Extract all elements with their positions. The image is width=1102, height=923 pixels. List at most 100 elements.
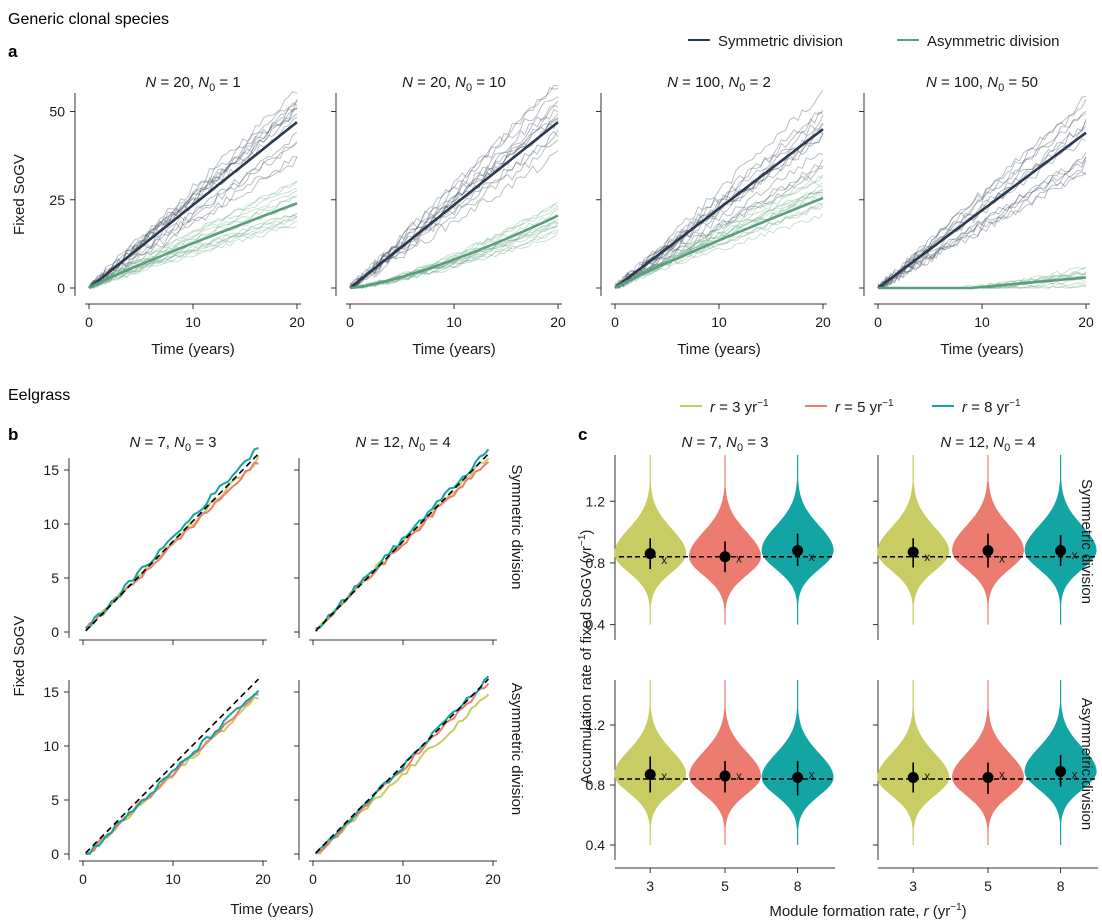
panel-a-0-asym-mean [88,202,298,290]
panel-c-xlabel: Module formation rate, r (yr−1) [769,902,966,920]
panel-a-3-sym-rep-0 [877,156,1087,289]
panel-c-yticklabel-2-0: 0.4 [586,837,606,853]
panel-a-yticklabel-0: 0 [57,280,65,296]
panel-a-3-sym-rep-10 [877,171,1087,289]
panel-b-1-reference [315,453,490,632]
panel-a-3-sym-rep-9 [877,99,1087,289]
panel-a-3-sym-rep-5 [877,172,1087,288]
panel-a-xlabel-2: Time (years) [677,341,761,358]
panel-b-xticklabel-3-10: 10 [395,871,411,887]
panel-b-xticklabel-3-0: 0 [309,871,317,887]
panel-a-xticklabel-0-20: 20 [289,314,305,330]
panel-c-yticklabel-0-2: 1.2 [586,493,606,509]
panel-a-0-sym-rep-5 [88,100,298,289]
panel-a-0-sym-rep-0 [88,108,298,289]
panel-a-1-sym-rep-2 [349,117,559,289]
panel-a-1-sym-mean [349,121,559,290]
panel-a-1-sym-rep-13 [350,150,559,289]
panel-a-1-sym-rep-5 [349,105,559,286]
panel-a-3-sym-rep-2 [877,156,1087,289]
panel-a-xticklabel-2-20: 20 [815,314,831,330]
panel-c-yticklabel-0-1: 0.8 [586,555,606,571]
panel-a-2-sym-rep-11 [614,114,824,289]
panel-c-yticklabel-0-0: 0.4 [586,617,606,633]
panel-a-xticklabel-3-10: 10 [974,314,990,330]
panel-b-3-reference [315,678,490,854]
legend-a-label-0: Symmetric division [718,33,843,50]
panel-a-2-asym-rep-9 [614,185,824,289]
panel-a-1-asym-mean [349,214,559,290]
panel-a-3-sym-rep-13 [877,95,1087,287]
panel-a-2-asym-rep-11 [614,174,824,289]
panel-a-1-asym-rep-3 [349,233,559,289]
panel-c-1-mean-5 [982,545,994,557]
panel-a-0-asym-rep-12 [88,190,298,289]
panel-a-2-asym-rep-10 [614,175,824,289]
panel-c-xticklabel-2-1: 5 [721,878,729,894]
panel-b-1-r8-line [315,448,490,630]
panel-a-xticklabel-0-0: 0 [85,314,93,330]
panel-a-xticklabel-3-0: 0 [874,314,882,330]
panel-a-0-asym-rep-5 [88,196,298,288]
panel-a-title-1: N = 20, N0 = 10 [402,74,506,94]
panel-a-xlabel-0: Time (years) [151,341,235,358]
panel-label-a: a [8,42,18,61]
panel-c-1-cross-3: x [924,550,930,564]
panel-c-title-0: N = 7, N0 = 3 [681,434,768,454]
panel-a-1-sym-rep-9 [349,84,559,289]
panel-a-2-asym-rep-3 [614,202,824,287]
panel-c-2-cross-3: x [661,769,667,783]
panel-a-2-sym-rep-3 [614,165,824,289]
panel-c-0-mean-8 [792,545,804,557]
panel-a-3-sym-rep-3 [877,125,1087,289]
panel-b-ylabel: Fixed SoGV [11,616,28,697]
panel-a-yticklabel-25: 25 [49,192,65,208]
panel-c-3-cross-8: x [1072,768,1078,782]
panel-c-2-mean-8 [792,772,804,783]
panel-c-3-cross-3: x [924,769,930,783]
panel-b-rowlabel-1: Asymmetric division [508,683,525,816]
panel-c-1-mean-3 [907,546,919,558]
panel-a-0-sym-mean [88,121,298,290]
panel-c-xticklabel-2-0: 3 [646,878,654,894]
panel-a-3-sym-rep-6 [878,152,1087,289]
panel-c-xticklabel-3-0: 3 [909,878,917,894]
panel-a-0-asym-rep-0 [88,213,298,289]
panel-a-2-sym-rep-2 [615,111,824,289]
panel-a-0-asym-rep-4 [88,181,298,288]
panel-a-1-sym-rep-3 [349,96,559,284]
panel-a-1-sym-rep-0 [349,108,559,289]
panel-a-2-asym-rep-12 [614,191,824,289]
panel-a-2-sym-mean [614,128,824,290]
panel-c-1-cross-5: x [999,551,1005,565]
panel-b-yticklabel-0-5: 5 [51,570,59,586]
legend-a-label-1: Asymmetric division [927,33,1060,50]
panel-a-0-sym-rep-7 [89,140,298,289]
panel-a-0-asym-rep-13 [88,187,298,289]
panel-b-title-1: N = 12, N0 = 4 [355,434,450,454]
panel-a-1-sym-rep-10 [349,100,559,288]
panel-c-rowlabel-1: Asymmetric division [1078,698,1095,831]
panel-a-0-sym-rep-12 [88,155,298,287]
panel-a-2-asym-rep-13 [614,213,824,288]
panel-a-xticklabel-2-0: 0 [611,314,619,330]
panel-a-title-0: N = 20, N0 = 1 [145,74,240,94]
panel-a-2-asym-rep-7 [614,182,824,289]
panel-a-xlabel-3: Time (years) [940,341,1024,358]
panel-c-1-mean-8 [1055,545,1067,557]
panel-c-2-mean-3 [644,769,656,780]
panel-a-yticklabel-50: 50 [49,104,65,120]
panel-a-0-asym-rep-11 [88,180,298,287]
panel-b-xticklabel-2-20: 20 [255,871,271,887]
panel-b-yticklabel-2-5: 5 [51,792,59,808]
panel-a-1-sym-rep-4 [349,86,559,286]
panel-b-3-r3-line [315,693,490,855]
panel-a-0-asym-rep-10 [88,226,298,289]
panel-a-0-sym-rep-6 [88,90,298,289]
panel-b-title-0: N = 7, N0 = 3 [129,434,216,454]
panel-c-yticklabel-2-2: 1.2 [586,717,606,733]
panel-a-2-asym-rep-5 [614,189,824,289]
panel-a-xticklabel-1-20: 20 [550,314,566,330]
panel-a-2-sym-rep-4 [614,152,824,287]
panel-a-xticklabel-1-0: 0 [346,314,354,330]
